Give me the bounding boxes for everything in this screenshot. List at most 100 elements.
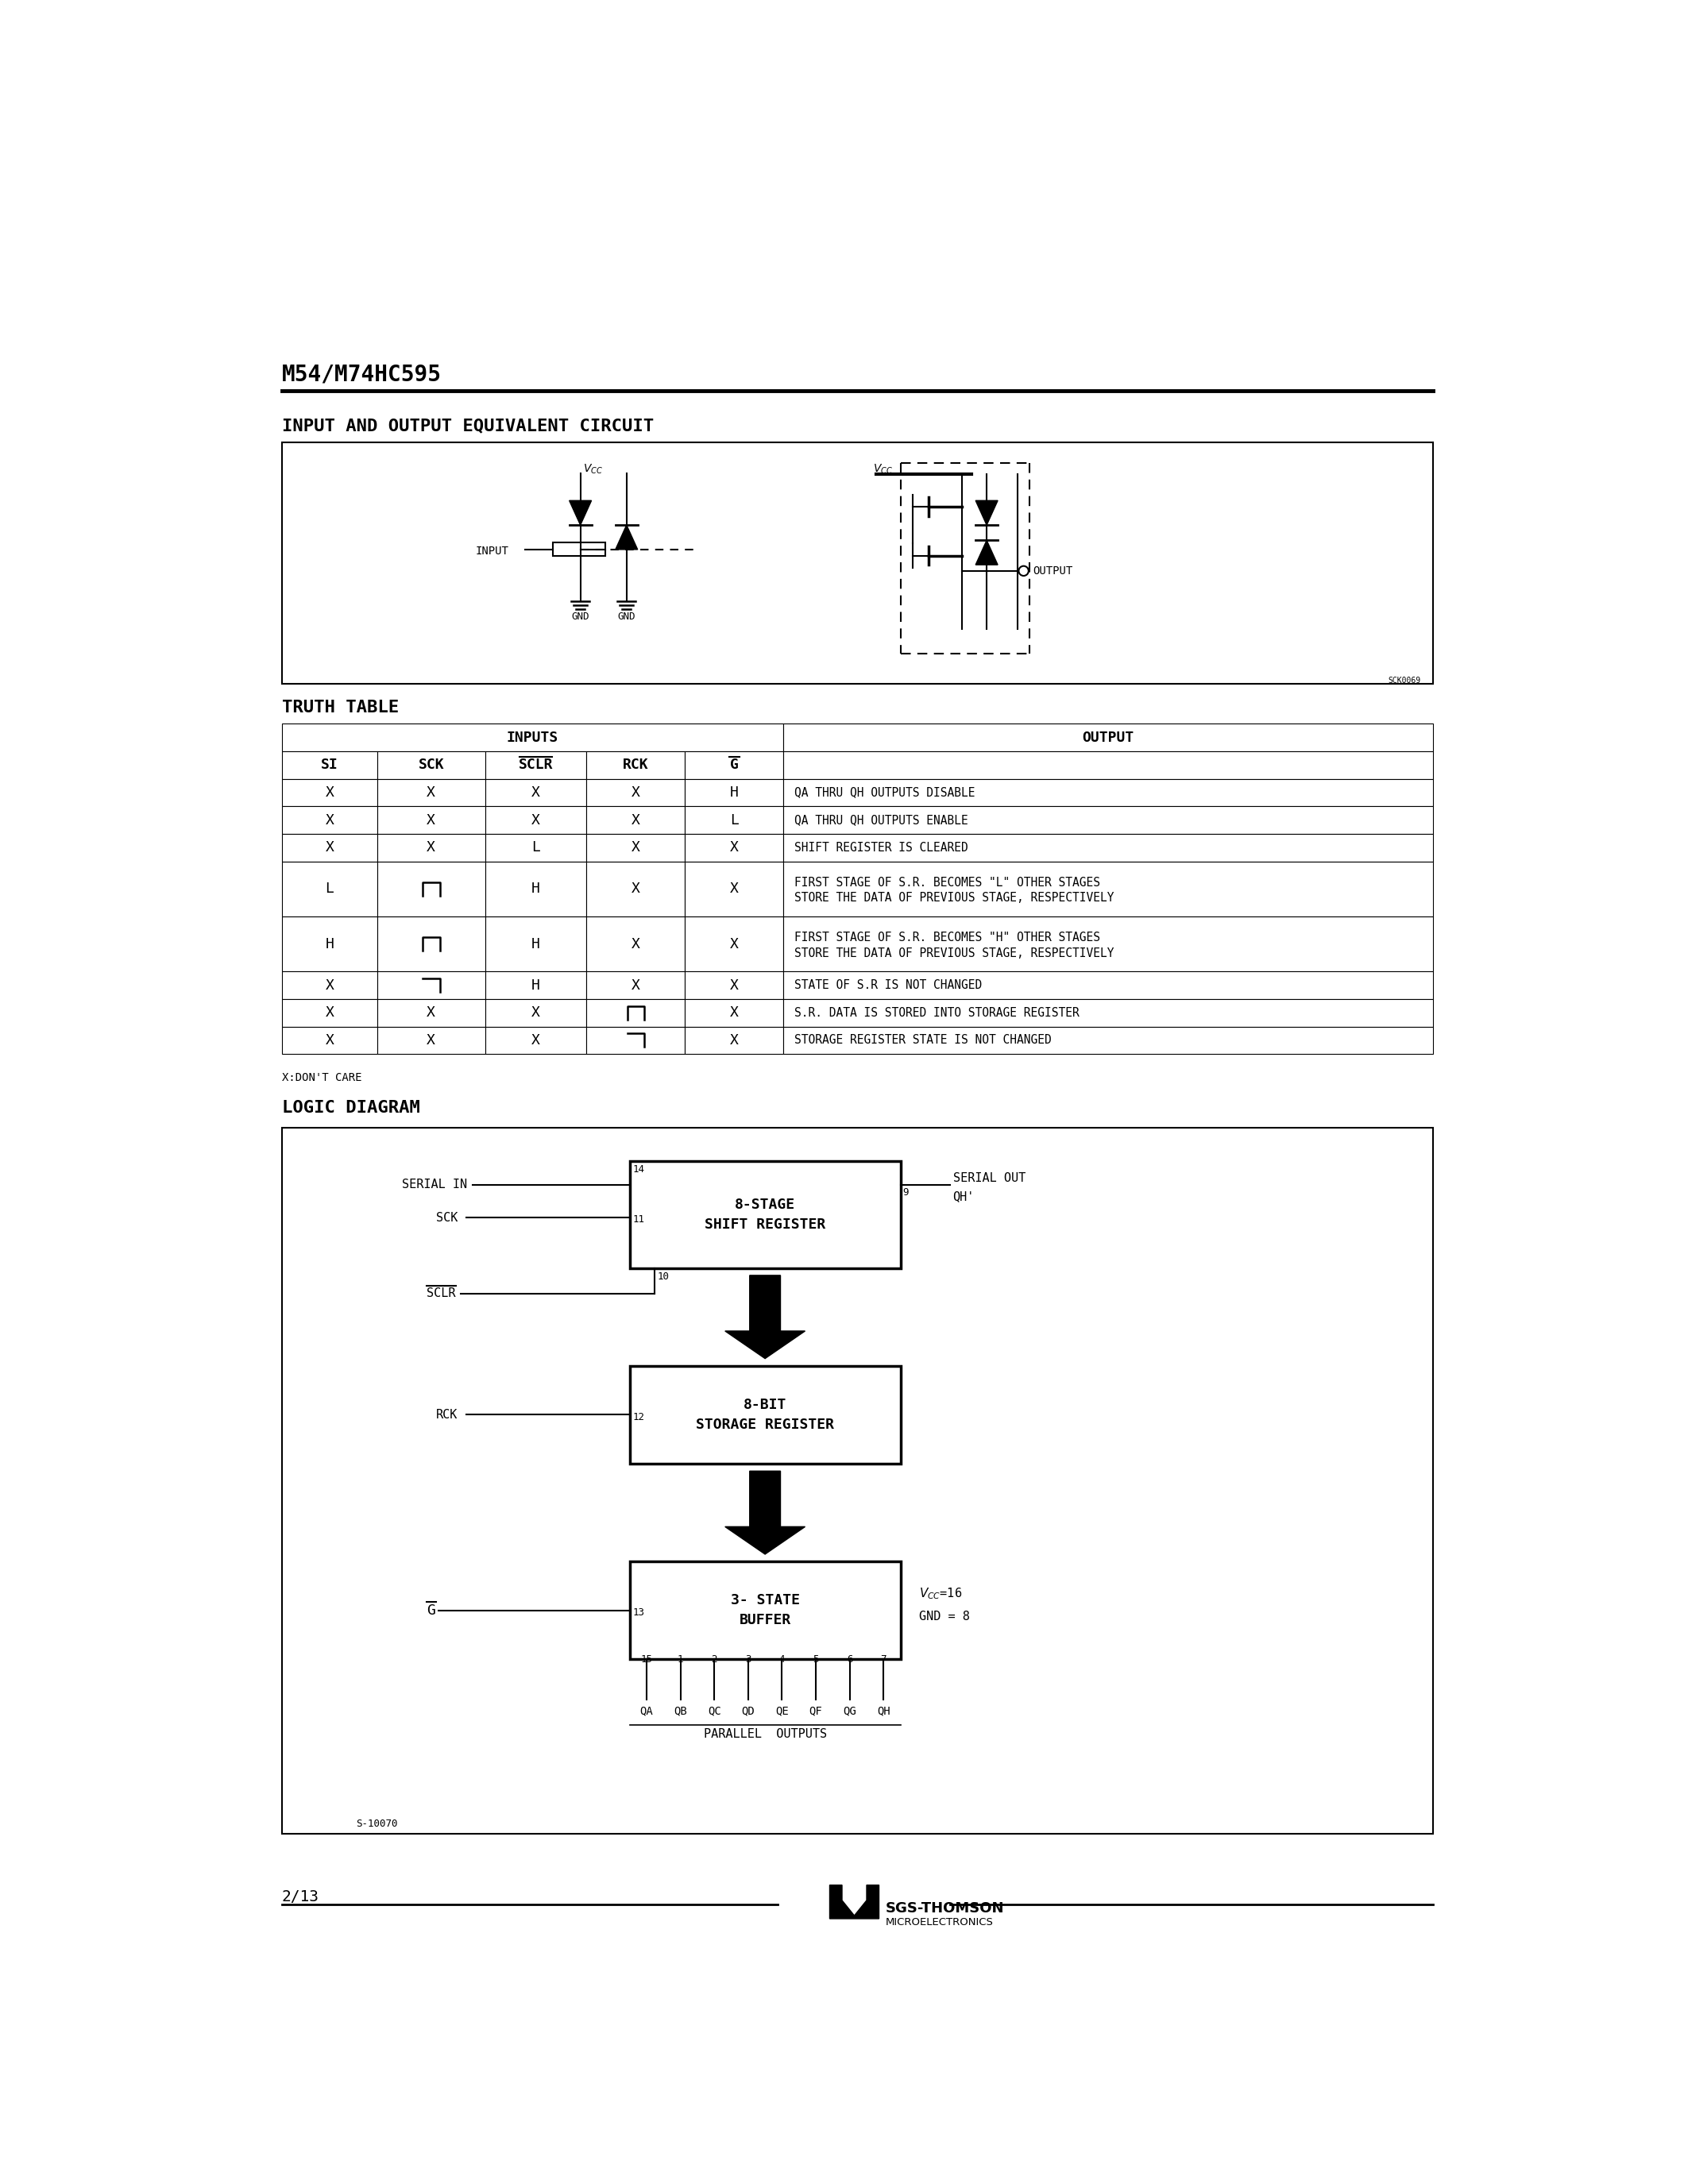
Bar — [783, 1026, 1433, 1055]
Text: X: X — [532, 786, 540, 799]
Text: X: X — [631, 786, 640, 799]
Bar — [376, 972, 484, 998]
Bar — [376, 806, 484, 834]
Text: LOGIC DIAGRAM: LOGIC DIAGRAM — [282, 1101, 420, 1116]
Bar — [630, 1162, 900, 1269]
Text: QB: QB — [674, 1706, 687, 1717]
Bar — [685, 834, 783, 860]
Text: STATE OF S.R IS NOT CHANGED: STATE OF S.R IS NOT CHANGED — [795, 978, 982, 992]
Text: OUTPUT: OUTPUT — [1082, 729, 1134, 745]
Bar — [282, 723, 783, 751]
Text: QA: QA — [640, 1706, 653, 1717]
Text: X: X — [631, 882, 640, 895]
Text: G: G — [729, 758, 739, 773]
Polygon shape — [569, 500, 591, 524]
Text: 2/13: 2/13 — [282, 1889, 319, 1904]
Bar — [783, 780, 1433, 806]
Text: 8-BIT
STORAGE REGISTER: 8-BIT STORAGE REGISTER — [695, 1398, 834, 1433]
Polygon shape — [726, 1275, 805, 1358]
Text: X: X — [532, 812, 540, 828]
Bar — [484, 998, 586, 1026]
Text: X: X — [427, 1033, 436, 1048]
Bar — [586, 834, 685, 860]
Bar — [376, 834, 484, 860]
Bar — [783, 972, 1433, 998]
Text: $V_{CC}$=16: $V_{CC}$=16 — [918, 1586, 962, 1601]
Text: X: X — [631, 937, 640, 950]
Text: OUTPUT: OUTPUT — [1033, 566, 1074, 577]
Bar — [783, 806, 1433, 834]
Text: X: X — [326, 841, 334, 854]
Text: X: X — [729, 937, 739, 950]
Bar — [484, 751, 586, 780]
Text: 5: 5 — [814, 1653, 819, 1664]
Text: QA THRU QH OUTPUTS ENABLE: QA THRU QH OUTPUTS ENABLE — [795, 815, 969, 826]
Text: QD: QD — [741, 1706, 755, 1717]
Text: X: X — [326, 786, 334, 799]
Text: 6: 6 — [847, 1653, 852, 1664]
Text: H: H — [532, 882, 540, 895]
Bar — [783, 723, 1433, 751]
Text: $V_{CC}$: $V_{CC}$ — [873, 463, 893, 476]
Text: 3: 3 — [744, 1653, 751, 1664]
Text: L: L — [326, 882, 334, 895]
Text: X: X — [729, 978, 739, 992]
Text: SERIAL IN: SERIAL IN — [402, 1179, 468, 1190]
Text: 8-STAGE
SHIFT REGISTER: 8-STAGE SHIFT REGISTER — [704, 1197, 825, 1232]
Bar — [484, 917, 586, 972]
Bar — [685, 806, 783, 834]
Text: X: X — [326, 812, 334, 828]
Text: GND = 8: GND = 8 — [918, 1610, 969, 1623]
Text: QH': QH' — [952, 1190, 974, 1203]
Text: QF: QF — [809, 1706, 822, 1717]
Bar — [783, 834, 1433, 860]
Bar — [282, 1127, 1433, 1835]
Text: H: H — [532, 937, 540, 950]
Text: X: X — [326, 1033, 334, 1048]
Text: $V_{CC}$: $V_{CC}$ — [584, 463, 603, 476]
Text: X:DON'T CARE: X:DON'T CARE — [282, 1072, 361, 1083]
Text: X: X — [729, 841, 739, 854]
Bar — [282, 972, 376, 998]
Text: M54/M74HC595: M54/M74HC595 — [282, 363, 442, 384]
Text: X: X — [729, 1033, 739, 1048]
Text: SCLR: SCLR — [518, 758, 554, 773]
Text: SCK: SCK — [419, 758, 444, 773]
Text: X: X — [427, 1005, 436, 1020]
Text: INPUT AND OUTPUT EQUIVALENT CIRCUIT: INPUT AND OUTPUT EQUIVALENT CIRCUIT — [282, 417, 653, 435]
Text: STORAGE REGISTER STATE IS NOT CHANGED: STORAGE REGISTER STATE IS NOT CHANGED — [795, 1035, 1052, 1046]
Text: X: X — [427, 786, 436, 799]
Text: INPUTS: INPUTS — [506, 729, 559, 745]
Text: MICROELECTRONICS: MICROELECTRONICS — [885, 1918, 993, 1926]
Text: G: G — [427, 1603, 436, 1618]
Text: 12: 12 — [633, 1411, 645, 1422]
Text: 2: 2 — [711, 1653, 717, 1664]
Text: QA THRU QH OUTPUTS DISABLE: QA THRU QH OUTPUTS DISABLE — [795, 786, 976, 799]
Text: H: H — [326, 937, 334, 950]
Text: 11: 11 — [633, 1214, 645, 1225]
Text: SERIAL OUT: SERIAL OUT — [952, 1173, 1025, 1184]
Text: 4: 4 — [780, 1653, 785, 1664]
Bar — [685, 751, 783, 780]
Bar — [586, 998, 685, 1026]
Polygon shape — [976, 539, 998, 566]
Bar — [376, 917, 484, 972]
Text: 7: 7 — [881, 1653, 886, 1664]
Bar — [376, 1026, 484, 1055]
Bar — [630, 1365, 900, 1463]
Bar — [376, 998, 484, 1026]
Bar — [282, 751, 376, 780]
Text: 3- STATE
BUFFER: 3- STATE BUFFER — [731, 1594, 800, 1627]
Bar — [552, 542, 604, 555]
Text: RCK: RCK — [436, 1409, 457, 1422]
Text: PARALLEL  OUTPUTS: PARALLEL OUTPUTS — [704, 1728, 827, 1741]
Bar — [484, 806, 586, 834]
Bar — [685, 1026, 783, 1055]
Text: X: X — [729, 1005, 739, 1020]
Text: INPUT: INPUT — [476, 546, 510, 557]
Bar — [685, 780, 783, 806]
Bar — [484, 780, 586, 806]
Polygon shape — [830, 1885, 879, 1920]
Bar — [282, 806, 376, 834]
Text: X: X — [729, 882, 739, 895]
